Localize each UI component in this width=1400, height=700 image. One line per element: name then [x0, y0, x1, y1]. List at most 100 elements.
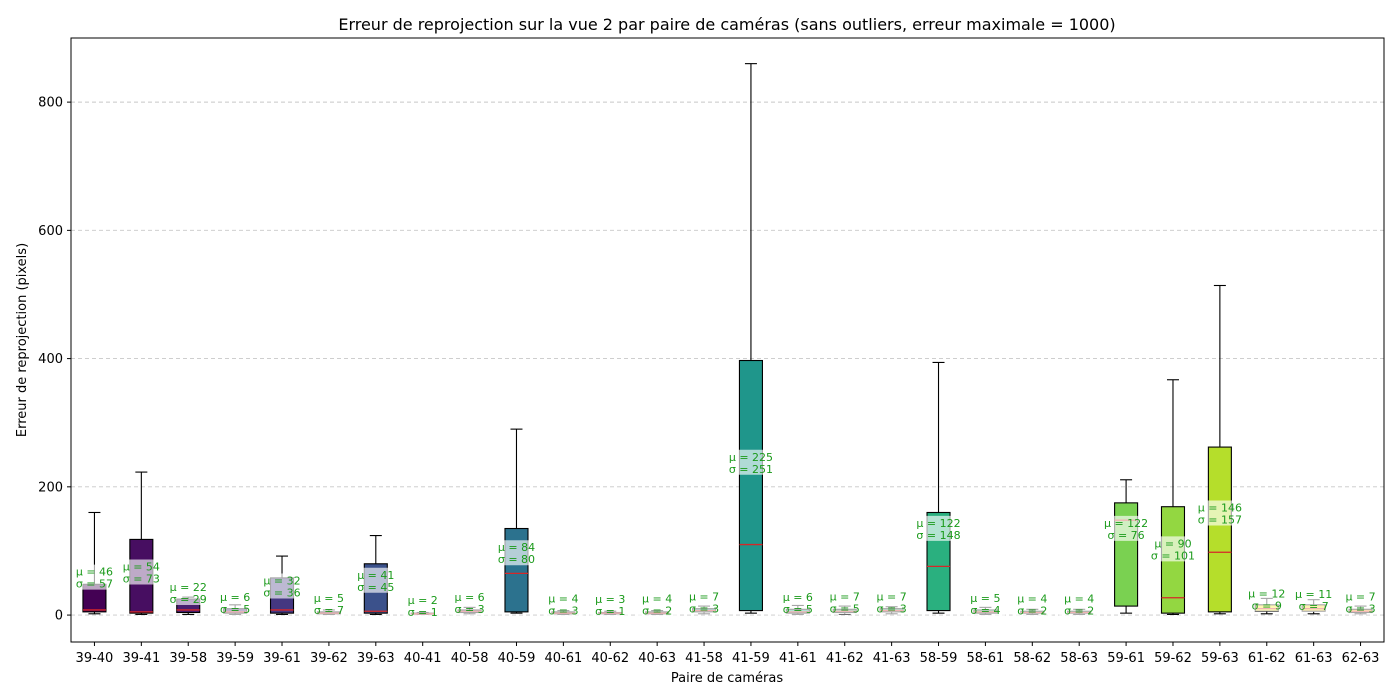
- stat-label-background: [168, 579, 209, 605]
- x-tick-label: 59-61: [1107, 651, 1145, 666]
- x-tick-label: 58-61: [967, 651, 1005, 666]
- y-tick-label: 400: [38, 352, 63, 367]
- stat-label-mean: μ = 54: [123, 560, 160, 573]
- stat-label-background: [918, 515, 959, 541]
- stat-label-std: σ = 7: [1299, 600, 1329, 613]
- stat-label-std: σ = 36: [263, 587, 300, 600]
- stat-label-background: [777, 590, 818, 616]
- stat-label-background: [308, 590, 349, 616]
- stat-label-mean: μ = 4: [548, 593, 578, 606]
- plot-frame: [70, 37, 1385, 643]
- stat-label-mean: μ = 4: [642, 593, 672, 606]
- stat-label-std: σ = 4: [970, 604, 1000, 617]
- stat-label-std: σ = 57: [76, 578, 113, 591]
- stat-label-background: [684, 589, 725, 615]
- stat-label-std: σ = 2: [1017, 605, 1047, 618]
- stat-label-std: σ = 1: [595, 605, 625, 618]
- stat-label-std: σ = 3: [1345, 603, 1375, 616]
- x-tick-label: 40-58: [451, 651, 489, 666]
- stat-label-background: [1293, 587, 1334, 613]
- stat-label-std: σ = 80: [498, 553, 535, 566]
- x-tick-label: 61-62: [1248, 651, 1286, 666]
- x-tick-label: 39-58: [169, 651, 207, 666]
- x-tick-label: 41-61: [779, 651, 817, 666]
- stat-label-mean: μ = 11: [1295, 588, 1332, 601]
- stat-label-mean: μ = 4: [1064, 593, 1094, 606]
- stat-label-background: [262, 573, 303, 599]
- stat-label-mean: μ = 7: [830, 591, 860, 604]
- stat-label-mean: μ = 6: [220, 591, 250, 604]
- x-axis: 39-40 39-41 39-58 39-59 39-61 39-62 39-63 40-41…: [76, 642, 1380, 666]
- x-tick-label: 41-62: [826, 651, 864, 666]
- box: [1207, 446, 1232, 613]
- stat-label-mean: μ = 7: [689, 591, 719, 604]
- stat-label-background: [121, 559, 162, 585]
- x-tick-label: 41-59: [732, 651, 770, 666]
- stat-label-background: [730, 449, 771, 475]
- stat-label-mean: μ = 5: [314, 592, 344, 605]
- x-tick-label: 40-62: [591, 651, 629, 666]
- y-tick-label: 800: [38, 96, 63, 111]
- x-axis-title: Paire de caméras: [671, 671, 783, 686]
- box: [738, 359, 763, 612]
- stat-label-mean: μ = 3: [595, 593, 625, 606]
- x-tick-label: 40-41: [404, 651, 442, 666]
- stat-label-background: [590, 592, 631, 618]
- stat-label-mean: μ = 2: [408, 594, 438, 607]
- stat-label-std: σ = 157: [1198, 513, 1242, 526]
- stat-label-background: [402, 592, 443, 618]
- stat-label-background: [496, 540, 537, 566]
- stat-label-background: [543, 591, 584, 617]
- x-tick-label: 40-61: [544, 651, 582, 666]
- grid: [71, 101, 1384, 616]
- stat-label-std: σ = 9: [1252, 599, 1282, 612]
- stat-label-std: σ = 148: [916, 529, 960, 542]
- stat-label-mean: μ = 122: [1104, 517, 1148, 530]
- stat-label-std: σ = 3: [454, 603, 484, 616]
- stat-label-std: σ = 101: [1151, 549, 1195, 562]
- x-tick-label: 41-58: [685, 651, 723, 666]
- stat-label-mean: μ = 90: [1154, 537, 1191, 550]
- chart-title: Erreur de reprojection sur la vue 2 par …: [338, 15, 1115, 34]
- y-tick-label: 200: [38, 480, 63, 495]
- stat-label-std: σ = 3: [548, 605, 578, 618]
- stat-label-std: σ = 2: [1064, 605, 1094, 618]
- stat-label-std: σ = 5: [783, 603, 813, 616]
- x-tick-label: 40-59: [498, 651, 536, 666]
- stat-label-background: [1012, 591, 1053, 617]
- x-tick-label: 58-62: [1013, 651, 1051, 666]
- stat-label-mean: μ = 22: [170, 581, 207, 594]
- x-tick-label: 61-63: [1295, 651, 1333, 666]
- x-tick-label: 39-40: [76, 651, 114, 666]
- x-tick-label: 58-59: [920, 651, 958, 666]
- stat-label-std: σ = 1: [408, 606, 438, 619]
- stat-label-background: [74, 564, 115, 590]
- stat-label-mean: μ = 7: [877, 591, 907, 604]
- stat-label-background: [1199, 500, 1240, 526]
- x-tick-label: 62-63: [1342, 651, 1380, 666]
- stat-label-background: [965, 590, 1006, 616]
- x-tick-label: 39-59: [216, 651, 254, 666]
- stat-label-std: σ = 5: [830, 603, 860, 616]
- x-tick-label: 58-63: [1060, 651, 1098, 666]
- x-tick-label: 39-62: [310, 651, 348, 666]
- stat-label-background: [1246, 586, 1287, 612]
- stat-label-mean: μ = 41: [357, 569, 394, 582]
- stat-label-std: σ = 5: [220, 603, 250, 616]
- stat-label-background: [871, 589, 912, 615]
- y-axis: 0 200 400 600 800: [38, 96, 71, 624]
- stat-label-std: σ = 3: [689, 603, 719, 616]
- stat-label-background: [355, 567, 396, 593]
- stat-label-std: σ = 7: [314, 604, 344, 617]
- stat-label-mean: μ = 6: [454, 591, 484, 604]
- x-tick-label: 41-63: [873, 651, 911, 666]
- stat-label-mean: μ = 122: [916, 517, 960, 530]
- y-tick-label: 0: [55, 609, 63, 624]
- stat-label-background: [637, 591, 678, 617]
- stat-label-background: [1340, 589, 1381, 615]
- y-axis-title: Erreur de reprojection (pixels): [15, 243, 30, 437]
- stat-label-background: [449, 590, 490, 616]
- stat-label-std: σ = 3: [877, 603, 907, 616]
- stat-label-mean: μ = 146: [1198, 501, 1242, 514]
- stat-label-background: [1059, 591, 1100, 617]
